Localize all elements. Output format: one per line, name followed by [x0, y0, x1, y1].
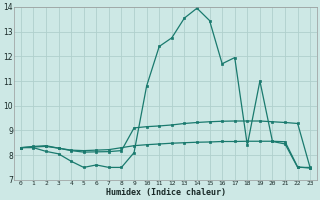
- X-axis label: Humidex (Indice chaleur): Humidex (Indice chaleur): [106, 188, 226, 197]
